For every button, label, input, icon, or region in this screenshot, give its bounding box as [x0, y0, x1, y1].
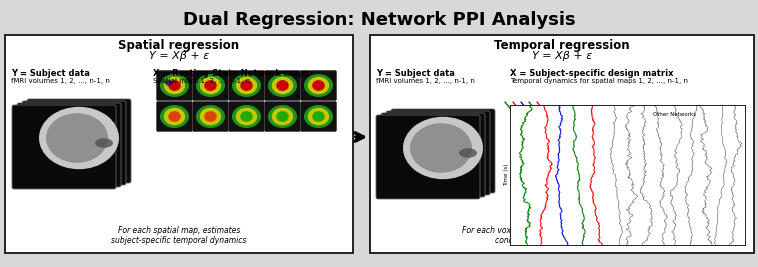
Ellipse shape	[240, 80, 252, 91]
FancyBboxPatch shape	[193, 70, 228, 100]
Ellipse shape	[232, 74, 261, 97]
Text: For each voxel, estimates subject-specific functional
connectivity with each spa: For each voxel, estimates subject-specif…	[462, 226, 662, 245]
Ellipse shape	[272, 77, 293, 94]
FancyBboxPatch shape	[12, 105, 116, 189]
FancyBboxPatch shape	[265, 101, 300, 132]
Text: For each spatial map, estimates
subject-specific temporal dynamics: For each spatial map, estimates subject-…	[111, 226, 247, 245]
Ellipse shape	[165, 80, 172, 86]
Ellipse shape	[240, 111, 252, 122]
Ellipse shape	[95, 138, 113, 148]
FancyBboxPatch shape	[27, 99, 131, 183]
FancyBboxPatch shape	[386, 111, 490, 195]
Ellipse shape	[276, 80, 289, 91]
Ellipse shape	[196, 74, 225, 97]
Ellipse shape	[160, 74, 189, 97]
Text: X = Resting-State Network maps: X = Resting-State Network maps	[153, 69, 309, 78]
Text: fMRI volumes 1, 2, ..., n-1, n: fMRI volumes 1, 2, ..., n-1, n	[11, 78, 110, 84]
Ellipse shape	[168, 80, 180, 91]
Ellipse shape	[268, 74, 297, 97]
Ellipse shape	[312, 80, 324, 91]
FancyBboxPatch shape	[300, 70, 337, 100]
Ellipse shape	[168, 111, 180, 122]
Ellipse shape	[196, 105, 225, 128]
Text: Y = Subject data: Y = Subject data	[376, 69, 455, 78]
Ellipse shape	[164, 77, 185, 94]
Ellipse shape	[200, 108, 221, 125]
Ellipse shape	[200, 77, 221, 94]
FancyBboxPatch shape	[5, 35, 353, 253]
Ellipse shape	[268, 105, 297, 128]
Ellipse shape	[312, 111, 324, 122]
FancyBboxPatch shape	[391, 109, 495, 193]
FancyBboxPatch shape	[228, 101, 265, 132]
Ellipse shape	[232, 105, 261, 128]
FancyBboxPatch shape	[265, 70, 300, 100]
FancyBboxPatch shape	[156, 101, 193, 132]
Text: Temporal regression: Temporal regression	[494, 39, 630, 52]
FancyBboxPatch shape	[381, 113, 485, 197]
Text: Spatial maps 1, 2, ..., n-1, n: Spatial maps 1, 2, ..., n-1, n	[153, 78, 250, 84]
FancyBboxPatch shape	[300, 101, 337, 132]
FancyBboxPatch shape	[370, 35, 754, 253]
Ellipse shape	[272, 108, 293, 125]
FancyBboxPatch shape	[193, 101, 228, 132]
Ellipse shape	[204, 111, 217, 122]
Y-axis label: Time (s): Time (s)	[503, 164, 509, 186]
Ellipse shape	[160, 105, 189, 128]
Ellipse shape	[46, 113, 108, 163]
Text: Spatial regression: Spatial regression	[118, 39, 240, 52]
FancyBboxPatch shape	[228, 70, 265, 100]
Text: Y = Xβ + ε: Y = Xβ + ε	[149, 51, 209, 61]
Ellipse shape	[276, 111, 289, 122]
Text: Y = Subject data: Y = Subject data	[11, 69, 90, 78]
FancyBboxPatch shape	[376, 115, 480, 199]
Text: Temporal dynamics for spatial maps 1, 2, ..., n-1, n: Temporal dynamics for spatial maps 1, 2,…	[510, 78, 688, 84]
Text: Other Networks: Other Networks	[653, 112, 696, 117]
Text: X = Subject-specific design matrix: X = Subject-specific design matrix	[510, 69, 674, 78]
Ellipse shape	[204, 80, 217, 91]
FancyBboxPatch shape	[156, 70, 193, 100]
Ellipse shape	[459, 148, 477, 158]
Ellipse shape	[164, 108, 185, 125]
Ellipse shape	[410, 123, 472, 173]
Ellipse shape	[403, 117, 483, 179]
Ellipse shape	[236, 77, 257, 94]
FancyBboxPatch shape	[22, 101, 126, 185]
Text: Dual Regression: Network PPI Analysis: Dual Regression: Network PPI Analysis	[183, 11, 575, 29]
FancyBboxPatch shape	[17, 103, 121, 187]
Ellipse shape	[304, 105, 333, 128]
Text: fMRI volumes 1, 2, ..., n-1, n: fMRI volumes 1, 2, ..., n-1, n	[376, 78, 475, 84]
Ellipse shape	[308, 108, 329, 125]
Ellipse shape	[308, 77, 329, 94]
Ellipse shape	[236, 108, 257, 125]
Ellipse shape	[304, 74, 333, 97]
Ellipse shape	[39, 107, 119, 169]
Text: Y = Xβ + ε: Y = Xβ + ε	[532, 51, 592, 61]
